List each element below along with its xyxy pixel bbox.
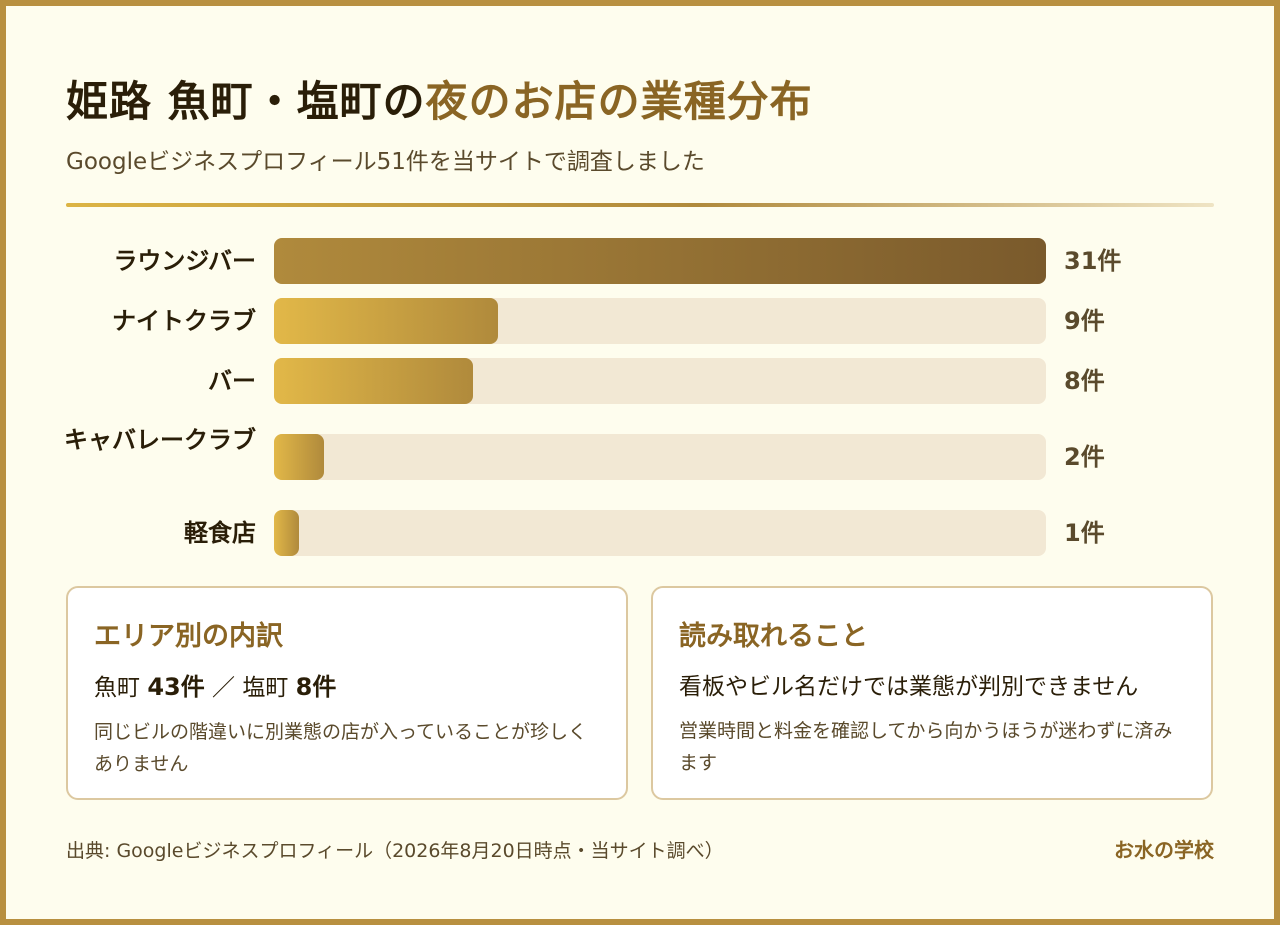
insight-heading: 読み取れること (679, 621, 868, 652)
category-label: 軽食店 (184, 519, 256, 547)
page-title: 姫路 魚町・塩町の夜のお店の業種分布 (66, 68, 813, 129)
bar (274, 358, 473, 404)
insight-lead: 看板やビル名だけでは業態が判別できません (679, 674, 1139, 700)
area-breakdown-card: エリア別の内訳 魚町 43件 ／ 塩町 8件 同じビルの階違いに別業態の店が入っ… (66, 586, 628, 800)
bar (274, 510, 299, 556)
uomachi-label: 魚町 (94, 675, 140, 701)
value-label: 9件 (1064, 307, 1105, 335)
area-separator: ／ (212, 675, 236, 701)
title-divider (66, 203, 1214, 207)
category-label: ナイトクラブ (112, 307, 256, 335)
uomachi-count: 43件 (147, 673, 205, 701)
value-label: 2件 (1064, 443, 1105, 471)
shiomachi-count: 8件 (295, 673, 337, 701)
insight-card: 読み取れること 看板やビル名だけでは業態が判別できません 営業時間と料金を確認し… (651, 586, 1213, 800)
area-breakdown-note: 同じビルの階違いに別業態の店が入っていることが珍しくありません (94, 721, 588, 775)
bar (274, 298, 498, 344)
area-breakdown-heading: エリア別の内訳 (94, 621, 283, 652)
infographic-frame: 姫路 魚町・塩町の夜のお店の業種分布 Googleビジネスプロフィール51件を当… (6, 6, 1274, 919)
shiomachi-label: 塩町 (242, 675, 289, 701)
value-label: 1件 (1064, 519, 1105, 547)
insight-note: 営業時間と料金を確認してから向かうほうが迷わずに済みます (679, 720, 1173, 774)
category-label: キャバレークラブ (64, 426, 256, 454)
title-main: 姫路 魚町・塩町の (66, 77, 426, 126)
title-accent: 夜のお店の業種分布 (425, 77, 813, 126)
bar-chart: ラウンジバー 31件ナイトクラブ 9件バー 8件キャバレークラブ 2件軽食店 1件 (6, 6, 1274, 586)
page-subtitle: Googleビジネスプロフィール51件を当サイトで調査しました (66, 149, 705, 175)
bar (274, 434, 324, 480)
source-note: 出典: Googleビジネスプロフィール（2026年8月20日時点・当サイト調べ… (66, 840, 724, 862)
value-label: 31件 (1064, 247, 1122, 275)
brand-name: お水の学校 (1114, 838, 1214, 862)
area-breakdown-counts: 魚町 43件 ／ 塩町 8件 (94, 667, 600, 702)
category-label: バー (208, 367, 256, 395)
category-label: ラウンジバー (113, 247, 256, 275)
bar-track (274, 434, 1046, 480)
bar-track (274, 510, 1046, 556)
bar (274, 238, 1046, 284)
value-label: 8件 (1064, 367, 1105, 395)
